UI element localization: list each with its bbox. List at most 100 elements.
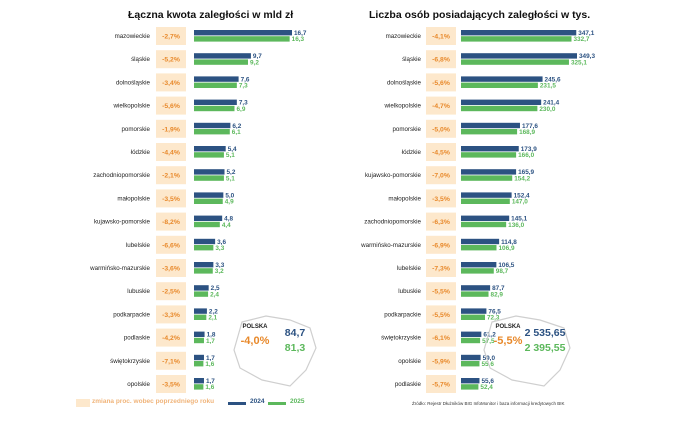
legend-2024-label: 2024: [250, 398, 265, 405]
bar-2025: [194, 314, 207, 320]
data-label-2024: 152,4: [514, 192, 530, 199]
bar-2025: [194, 129, 230, 135]
change-label: -5,2%: [162, 57, 180, 64]
category-label: świętokrzyskie: [110, 358, 150, 365]
data-label-2024: 245,6: [545, 76, 561, 83]
change-box: [426, 259, 456, 277]
total-value-2024: 84,7: [285, 327, 306, 339]
data-label-2025: 325,1: [571, 59, 587, 66]
change-box: [426, 375, 456, 393]
data-label-2025: 4,9: [225, 199, 234, 206]
data-label-2024: 9,7: [253, 53, 262, 60]
bar-2024: [194, 192, 224, 198]
data-label-2024: 347,1: [578, 30, 594, 37]
change-label: -3,5%: [432, 196, 450, 203]
change-label: -2,1%: [162, 173, 180, 180]
total-value-2024: 2 535,65: [525, 327, 566, 339]
bar-2025: [194, 175, 224, 181]
data-label-2024: 87,7: [492, 285, 505, 292]
change-label: -3,5%: [162, 382, 180, 389]
bar-2025: [461, 198, 510, 204]
bar-2025: [194, 59, 248, 65]
data-label-2024: 59,0: [483, 355, 496, 362]
change-label: -3,4%: [162, 80, 180, 87]
data-label-2024: 145,1: [511, 216, 527, 223]
category-label: warmińsko-mazurskie: [89, 265, 150, 272]
data-label-2024: 5,4: [228, 146, 237, 153]
change-label: -5,6%: [162, 103, 180, 110]
bar-2024: [194, 238, 216, 245]
bar-2025: [194, 105, 235, 112]
change-label: -4,2%: [162, 335, 180, 342]
change-label: -2,5%: [162, 289, 180, 296]
data-label-2024: 61,2: [483, 332, 496, 339]
data-label-2024: 5,0: [225, 192, 234, 199]
bar-2025: [194, 152, 224, 158]
category-label: opolskie: [127, 381, 150, 388]
change-box: [156, 351, 186, 370]
category-label: mazowieckie: [115, 33, 151, 40]
bar-2025: [194, 245, 214, 251]
change-box: [426, 166, 456, 185]
poland-outline-icon: [233, 315, 317, 387]
data-label-2024: 106,5: [498, 262, 514, 269]
change-label: -7,0%: [432, 173, 450, 180]
data-label-2024: 1,7: [206, 378, 215, 385]
data-label-2024: 177,6: [522, 123, 538, 130]
bar-2024: [461, 53, 577, 59]
data-label-2025: 3,3: [215, 245, 224, 252]
total-value-2025: 81,3: [285, 342, 306, 354]
bar-2024: [461, 76, 543, 82]
data-label-2025: 82,9: [491, 291, 504, 298]
category-label: warmińsko-mazurskie: [360, 242, 421, 249]
change-box: [156, 235, 186, 254]
total-region-label: POLSKA: [242, 324, 268, 330]
bar-2024: [194, 285, 209, 291]
category-label: dolnośląskie: [387, 79, 422, 86]
data-label-2025: 332,7: [573, 36, 589, 43]
category-label: kujawsko-pomorskie: [365, 172, 422, 179]
category-label: śląskie: [131, 56, 150, 63]
change-label: -5,5%: [432, 312, 450, 319]
data-label-2024: 4,8: [224, 216, 233, 223]
change-box: [156, 305, 186, 324]
change-box: [156, 73, 186, 92]
category-label: łódzkie: [131, 149, 151, 156]
data-label-2025: 106,9: [499, 245, 515, 252]
bar-2024: [194, 76, 239, 82]
change-box: [156, 189, 186, 208]
bar-2025: [461, 245, 497, 251]
data-label-2024: 2,2: [209, 308, 218, 315]
category-label: łódzkie: [402, 149, 422, 156]
legend-2025-label: 2025: [290, 398, 305, 405]
bar-2024: [461, 169, 517, 175]
bar-2025: [461, 268, 494, 274]
change-box: [156, 166, 186, 185]
bar-2025: [194, 384, 204, 390]
bar-2025: [461, 291, 489, 297]
bar-2024: [194, 30, 292, 36]
data-label-2025: 154,2: [514, 175, 530, 182]
data-label-2025: 7,3: [239, 83, 248, 90]
data-label-2024: 2,5: [211, 285, 220, 292]
total-value-2025: 2 395,55: [525, 342, 566, 354]
change-label: -5,9%: [432, 358, 450, 365]
change-label: -1,9%: [162, 126, 180, 133]
change-label: -7,1%: [162, 358, 180, 365]
change-box: [426, 73, 456, 92]
data-label-2024: 349,3: [579, 53, 595, 60]
category-label: zachodniopomorskie: [93, 172, 150, 179]
bar-2025: [461, 36, 572, 42]
bar-2025: [194, 361, 204, 367]
bar-2025: [194, 198, 223, 204]
change-label: -7,3%: [432, 266, 450, 273]
bar-2025: [194, 221, 220, 228]
bar-2025: [461, 152, 517, 158]
data-label-2025: 5,1: [226, 175, 235, 182]
bar-2025: [461, 175, 513, 181]
category-label: lubelskie: [397, 265, 422, 272]
change-box: [426, 305, 456, 324]
change-label: -4,4%: [162, 150, 180, 157]
bar-2024: [461, 285, 491, 291]
